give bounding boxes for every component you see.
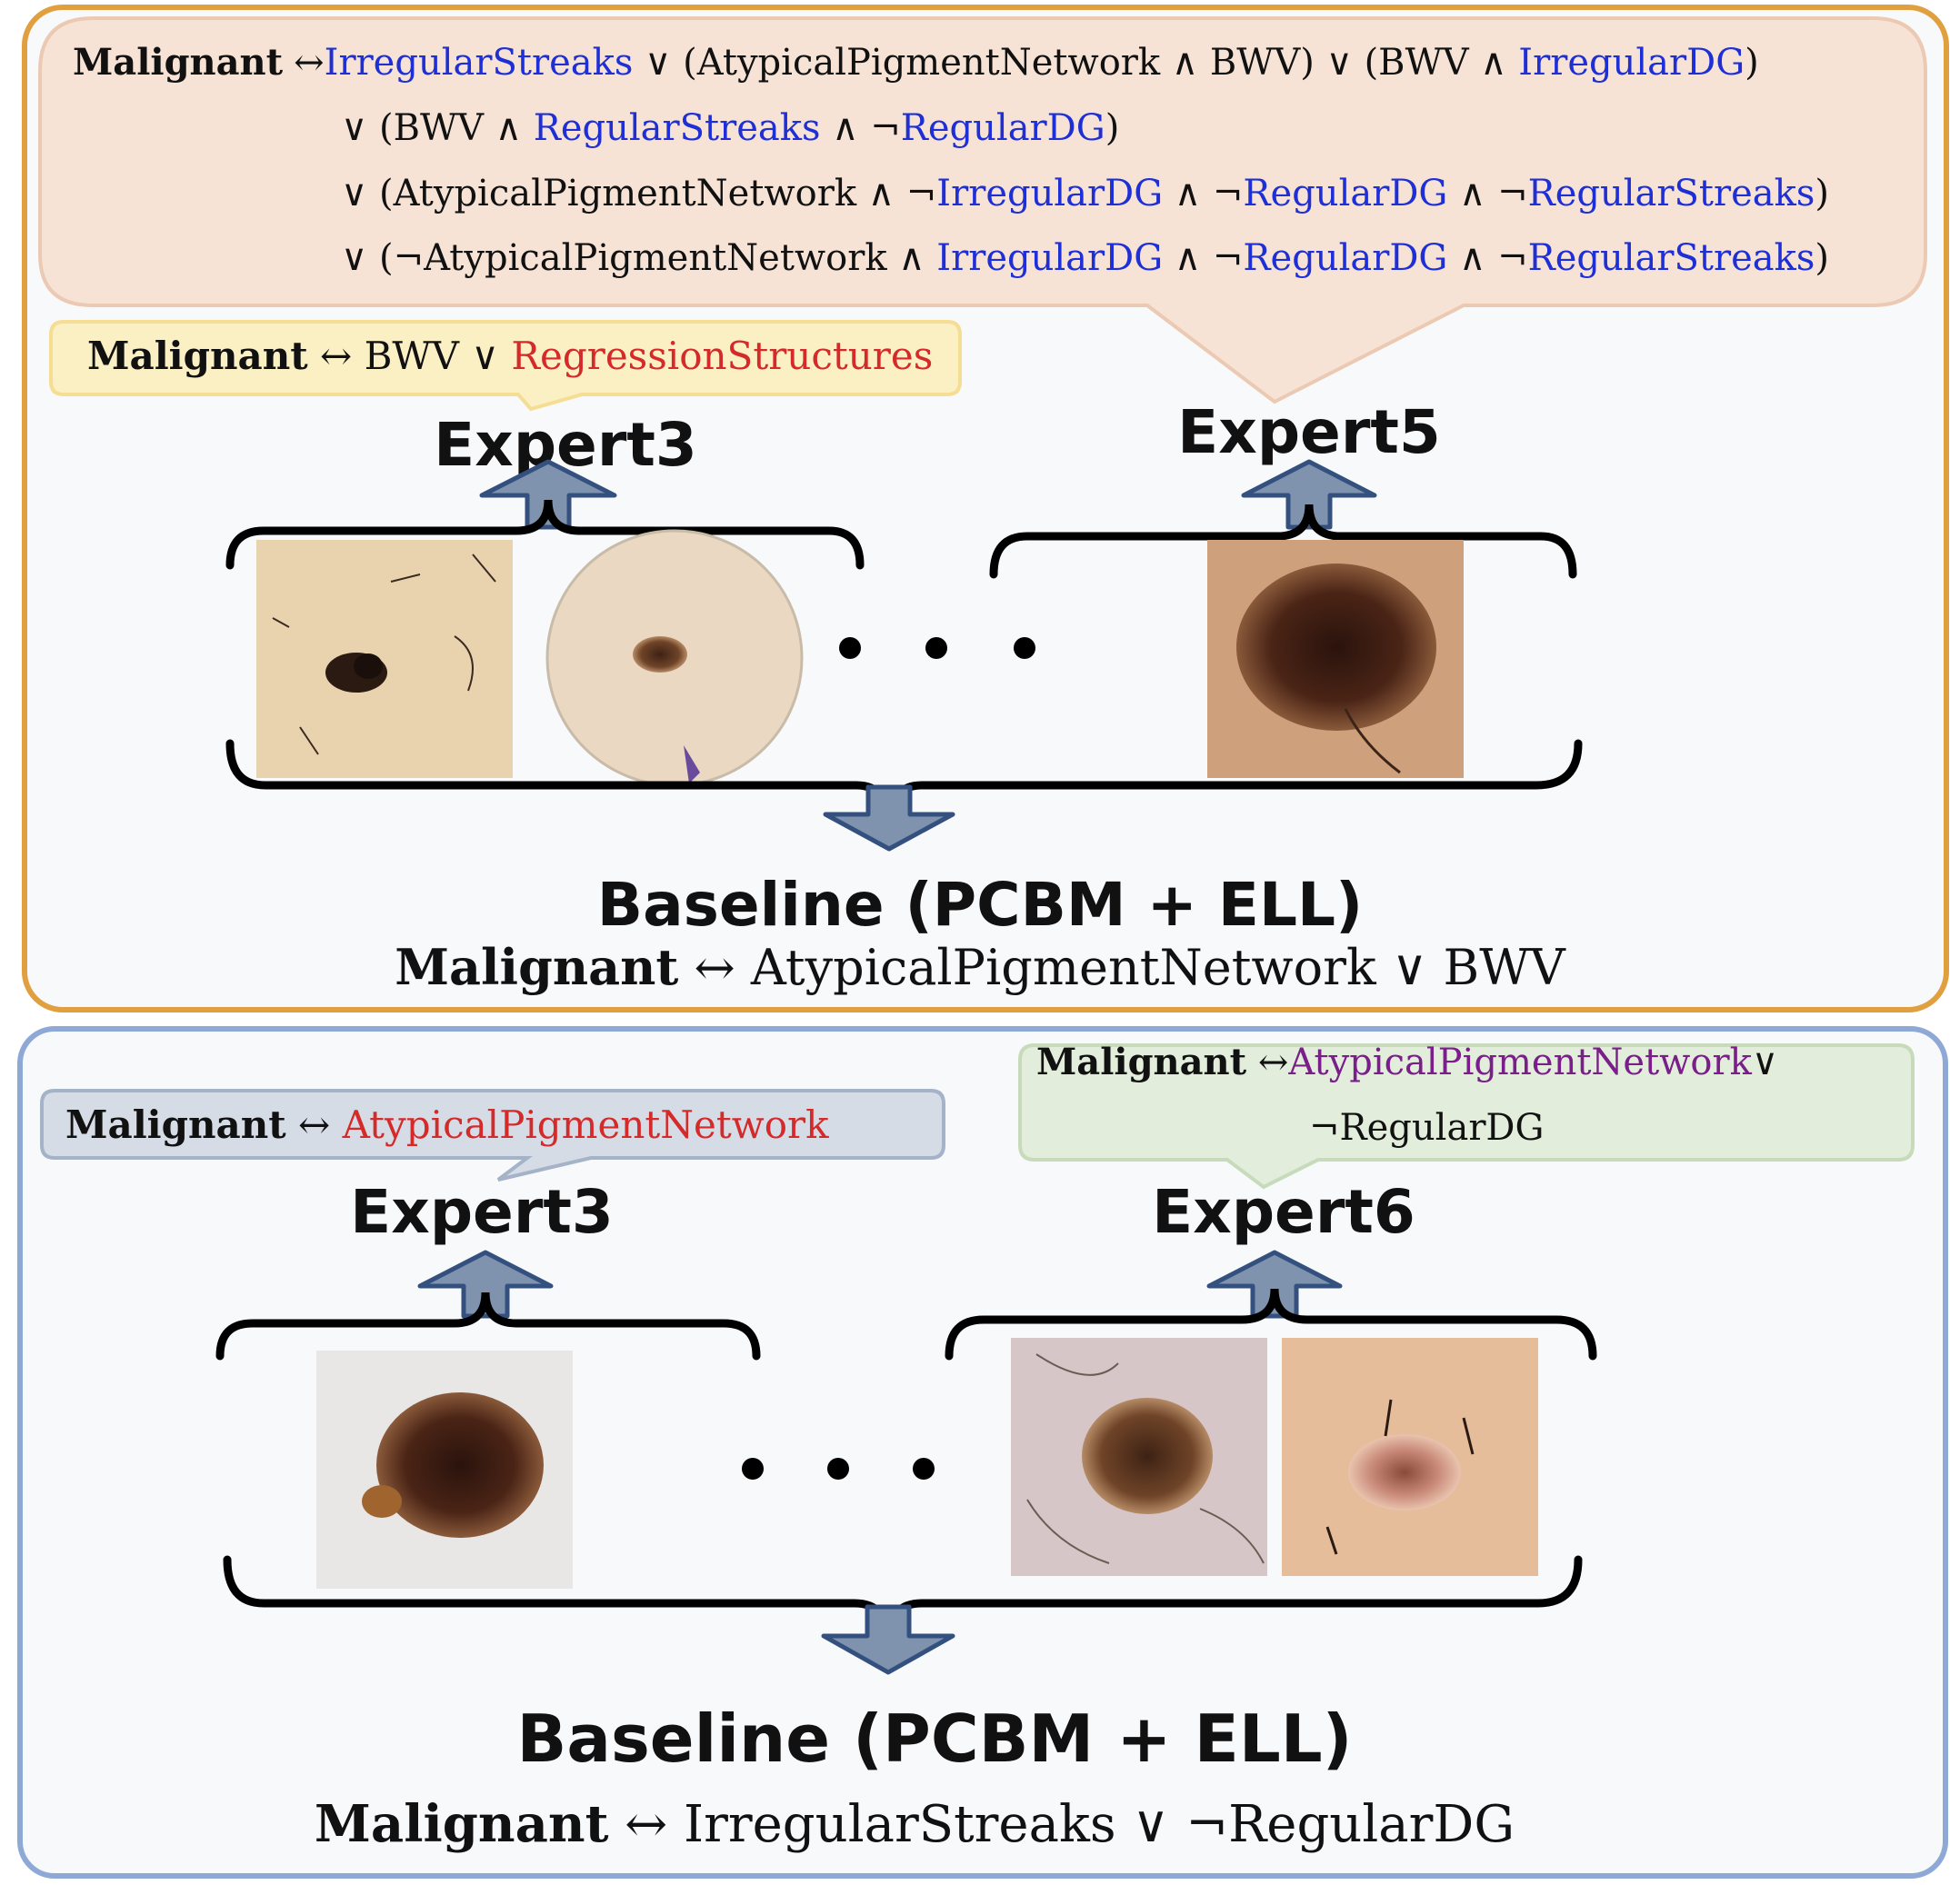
malignant-label: Malignant	[73, 41, 284, 84]
bottom-panel	[17, 1026, 1948, 1879]
expert3-top-rule-bubble	[49, 320, 962, 412]
expert6-rule-line2: ¬RegularDG	[1309, 1107, 1544, 1149]
expert3-top-up-arrow	[479, 459, 617, 530]
lesion-image-2	[545, 529, 804, 787]
top-baseline-rule: Malignant ↔ AtypicalPigmentNetwork ∨ BWV	[395, 938, 1565, 996]
expert5-rule-line1: Malignant ↔IrregularStreaks ∨ (AtypicalPi…	[73, 41, 1759, 84]
expert3-bottom-brace	[215, 1292, 761, 1361]
bottom-ellipsis	[742, 1458, 935, 1480]
top-ellipsis	[839, 637, 1035, 659]
lesion-image-3	[1207, 540, 1464, 778]
concept-regular-streaks: RegularStreaks	[534, 107, 821, 149]
expert6-brace	[945, 1288, 1597, 1361]
lesion-image-6	[1282, 1338, 1538, 1576]
concept-atypical-pigment-network: AtypicalPigmentNetwork	[342, 1102, 829, 1147]
bottom-baseline-title: Baseline (PCBM + ELL)	[516, 1700, 1352, 1777]
bottom-down-arrow	[821, 1604, 955, 1675]
concept-irregular-streaks: IrregularStreaks	[325, 42, 634, 84]
top-baseline-title: Baseline (PCBM + ELL)	[597, 870, 1363, 940]
concept-atypical-pigment-network: AtypicalPigmentNetwork	[1287, 1042, 1752, 1083]
expert5-rule-bubble	[38, 16, 1927, 404]
expert5-label: Expert5	[1177, 397, 1441, 467]
expert3-bottom-rule: Malignant ↔ AtypicalPigmentNetwork	[65, 1102, 829, 1147]
expert3-top-rule: Malignant ↔ BWV ∨ RegressionStructures	[87, 334, 933, 378]
expert6-rule-line1: Malignant ↔AtypicalPigmentNetwork∨	[1036, 1041, 1778, 1083]
expert6-rule-bubble	[1018, 1043, 1915, 1190]
expert3-bottom-up-arrow	[417, 1250, 554, 1319]
expert6-up-arrow	[1206, 1250, 1343, 1319]
concept-regression-structures: RegressionStructures	[511, 334, 933, 378]
expert5-rule-line3: ∨ (AtypicalPigmentNetwork ∧ ¬IrregularDG…	[341, 173, 1829, 214]
concept-irregular-dg: IrregularDG	[1518, 42, 1745, 84]
top-down-arrow	[823, 784, 955, 852]
bottom-baseline-rule: Malignant ↔ IrregularStreaks ∨ ¬RegularD…	[315, 1794, 1515, 1854]
expert3-bottom-rule-bubble	[40, 1089, 945, 1182]
lesion-image-5	[1011, 1338, 1267, 1576]
expert5-up-arrow	[1241, 459, 1377, 530]
concept-regular-dg: RegularDG	[901, 107, 1105, 149]
lesion-image-1	[256, 540, 513, 778]
expert5-rule-line2: ∨ (BWV ∧ RegularStreaks ∧ ¬RegularDG)	[341, 107, 1119, 149]
expert5-brace	[989, 504, 1577, 579]
expert5-rule-line4: ∨ (¬AtypicalPigmentNetwork ∧ IrregularDG…	[341, 237, 1829, 279]
expert3-top-brace	[225, 499, 865, 570]
expert3-bottom-label: Expert3	[350, 1177, 614, 1247]
expert6-label: Expert6	[1152, 1177, 1415, 1247]
lesion-image-4	[316, 1351, 573, 1589]
